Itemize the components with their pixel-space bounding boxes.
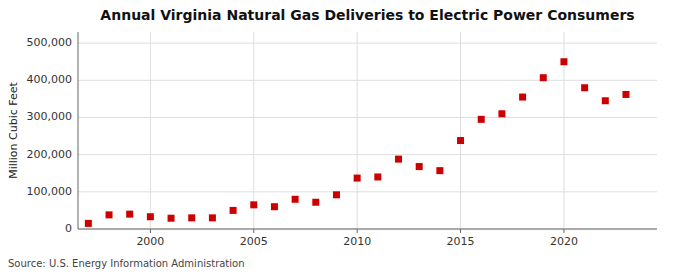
x-tick bbox=[563, 229, 564, 233]
y-grid-line bbox=[78, 191, 657, 192]
point bbox=[147, 213, 154, 220]
point bbox=[436, 167, 443, 174]
x-tick-label: 2010 bbox=[343, 235, 371, 248]
y-tick-label: 0 bbox=[65, 222, 72, 235]
x-grid-line bbox=[460, 32, 461, 229]
point bbox=[540, 74, 547, 81]
point bbox=[581, 84, 588, 91]
y-grid-line bbox=[78, 229, 657, 230]
point bbox=[560, 58, 567, 65]
point bbox=[478, 116, 485, 123]
point bbox=[312, 199, 319, 206]
x-tick-label: 2000 bbox=[136, 235, 164, 248]
y-tick-label: 400,000 bbox=[27, 73, 73, 86]
y-grid-line bbox=[78, 80, 657, 81]
y-axis-line bbox=[78, 32, 79, 229]
y-grid-line bbox=[78, 154, 657, 155]
point bbox=[230, 207, 237, 214]
points bbox=[85, 58, 630, 227]
point bbox=[209, 214, 216, 221]
point bbox=[250, 201, 257, 208]
point bbox=[85, 220, 92, 227]
chart: 0 100,000 200,000 300,000 400,000 500,000 2000… bbox=[0, 0, 675, 275]
y-tick-label: 500,000 bbox=[27, 36, 73, 49]
y-tick-label: 100,000 bbox=[27, 185, 73, 198]
x-grid-line bbox=[253, 32, 254, 229]
y-axis-label: Million Cubic Feet bbox=[7, 81, 20, 178]
point bbox=[333, 191, 340, 198]
grid bbox=[78, 32, 657, 229]
x-tick-label: 2005 bbox=[240, 235, 268, 248]
point bbox=[622, 91, 629, 98]
x-tick bbox=[150, 229, 151, 233]
point bbox=[457, 137, 464, 144]
point bbox=[416, 163, 423, 170]
point bbox=[354, 175, 361, 182]
y-grid-line bbox=[78, 117, 657, 118]
x-tick bbox=[253, 229, 254, 233]
y-tick-label: 300,000 bbox=[27, 110, 73, 123]
y-tick-label: 200,000 bbox=[27, 148, 73, 161]
x-tick bbox=[357, 229, 358, 233]
x-tick-label: 2020 bbox=[550, 235, 578, 248]
point bbox=[374, 173, 381, 180]
x-grid-line bbox=[150, 32, 151, 229]
point bbox=[292, 196, 299, 203]
x-grid-line bbox=[357, 32, 358, 229]
point bbox=[168, 215, 175, 222]
point bbox=[126, 211, 133, 218]
point bbox=[498, 110, 505, 117]
x-tick-label: 2015 bbox=[447, 235, 475, 248]
point bbox=[106, 211, 113, 218]
point bbox=[519, 94, 526, 101]
point bbox=[188, 214, 195, 221]
x-tick bbox=[460, 229, 461, 233]
point bbox=[271, 203, 278, 210]
point bbox=[395, 156, 402, 163]
x-axis-line bbox=[78, 229, 657, 230]
title: Annual Virginia Natural Gas Deliveries t… bbox=[100, 7, 634, 23]
source: Source: U.S. Energy Information Administ… bbox=[8, 258, 245, 269]
ticks: 0 100,000 200,000 300,000 400,000 500,000 2000… bbox=[27, 36, 578, 248]
point bbox=[602, 97, 609, 104]
y-grid-line bbox=[78, 43, 657, 44]
